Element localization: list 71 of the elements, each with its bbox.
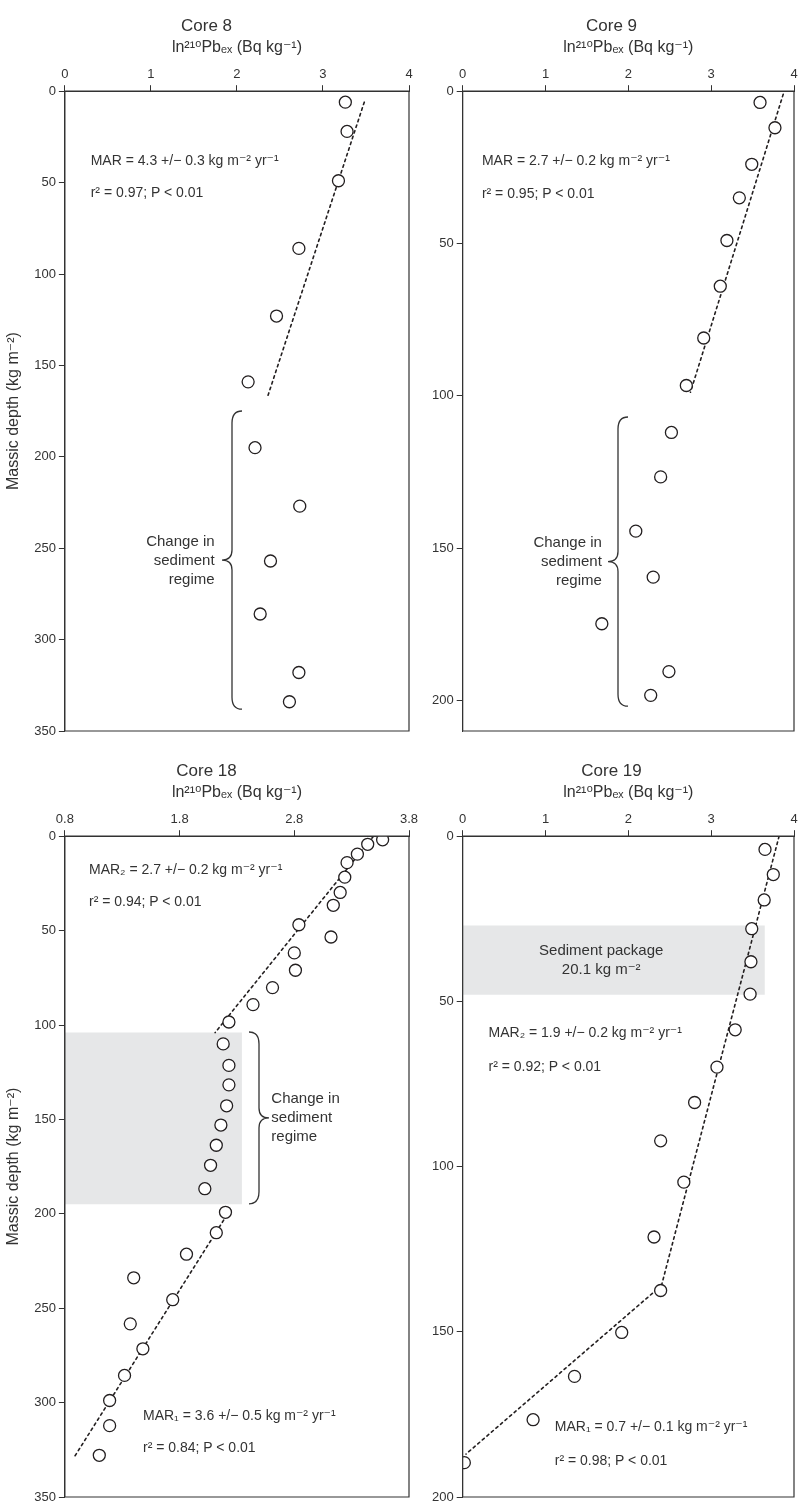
annotation: r² = 0.97; P < 0.01 (90, 184, 204, 201)
y-tick-label: 100 (34, 265, 56, 281)
y-tick-label: 150 (431, 1323, 454, 1339)
x-tick-label: 4 (790, 810, 798, 826)
y-tick-label: 100 (431, 1158, 454, 1174)
y-tick-label: 50 (439, 992, 454, 1008)
annotation: r² = 0.94; P < 0.01 (88, 893, 202, 910)
y-tick-label: 250 (34, 1299, 56, 1315)
x-tick-label: 2 (624, 810, 632, 826)
y-tick-label: 0 (446, 82, 454, 98)
y-tick-label: 350 (34, 1488, 56, 1504)
y-tick-label: 150 (34, 1110, 56, 1126)
x-tick-label: 4 (790, 65, 798, 81)
y-tick-label: 150 (34, 356, 56, 372)
y-tick-label: 300 (34, 1394, 56, 1410)
x-tick-label: 3.8 (399, 810, 419, 826)
y-tick-label: 250 (34, 539, 56, 555)
y-tick-label: 50 (41, 174, 56, 190)
x-tick-label: 0.8 (55, 810, 74, 826)
annotation: Change in sediment regime (533, 533, 603, 589)
annotation: r² = 0.92; P < 0.01 (488, 1057, 602, 1074)
y-axis-title: Massic depth (kg m⁻²) (4, 332, 22, 491)
chart-title: Core 18 (176, 760, 237, 780)
y-tick-label: 200 (431, 1488, 454, 1504)
annotation: MAR₂ = 1.9 +/− 0.2 kg m⁻² yr⁻¹ (488, 1023, 683, 1040)
x-axis-title: ln²¹⁰Pbₑₓ (Bq kg⁻¹) (171, 783, 302, 801)
x-tick-label: 1 (541, 810, 550, 826)
y-tick-label: 200 (34, 1205, 56, 1221)
y-axis-title: Massic depth (kg m⁻²) (4, 1087, 22, 1246)
y-tick-label: 0 (48, 827, 56, 843)
band-label: Sediment package 20.1 kg m⁻² (539, 940, 664, 977)
x-tick-label: 2 (233, 65, 241, 81)
x-tick-label: 0 (459, 810, 467, 826)
x-tick-label: 3 (707, 65, 715, 81)
y-tick-label: 200 (34, 448, 56, 464)
x-tick-label: 0 (61, 65, 69, 81)
y-tick-label: 0 (48, 82, 56, 98)
annotation: r² = 0.95; P < 0.01 (481, 185, 595, 202)
chart-title: Core 8 (180, 15, 233, 35)
y-tick-label: 50 (41, 922, 56, 938)
y-tick-label: 150 (431, 539, 454, 555)
annotation: r² = 0.98; P < 0.01 (554, 1451, 668, 1468)
y-tick-label: 100 (431, 387, 454, 403)
x-axis-title: ln²¹⁰Pbₑₓ (Bq kg⁻¹) (563, 38, 694, 56)
annotation: Change in sediment regime (146, 531, 216, 587)
chart-title: Core 9 (585, 15, 638, 35)
y-tick-label: 350 (34, 722, 56, 738)
x-tick-label: 1 (147, 65, 155, 81)
annotation: MAR₂ = 2.7 +/− 0.2 kg m⁻² yr⁻¹ (88, 861, 283, 878)
x-tick-label: 1.8 (170, 810, 189, 826)
annotation: Change in sediment regime (271, 1088, 340, 1144)
x-axis-title: ln²¹⁰Pbₑₓ (Bq kg⁻¹) (171, 38, 302, 56)
y-tick-label: 300 (34, 631, 56, 647)
x-tick-label: 2 (624, 65, 632, 81)
y-tick-label: 100 (34, 1016, 56, 1032)
x-tick-label: 4 (405, 65, 413, 81)
x-tick-label: 2.8 (285, 810, 304, 826)
annotation: MAR₁ = 0.7 +/− 0.1 kg m⁻² yr⁻¹ (554, 1418, 748, 1435)
y-tick-label: 50 (439, 235, 454, 251)
annotation: r² = 0.84; P < 0.01 (143, 1438, 256, 1455)
annotation: MAR = 4.3 +/− 0.3 kg m⁻² yr⁻¹ (90, 151, 279, 168)
y-tick-label: 200 (431, 692, 454, 708)
chart-title: Core 19 (581, 760, 642, 780)
x-tick-label: 3 (707, 810, 715, 826)
x-tick-label: 0 (459, 65, 467, 81)
x-tick-label: 3 (319, 65, 327, 81)
annotation: MAR₁ = 3.6 +/− 0.5 kg m⁻² yr⁻¹ (143, 1406, 336, 1423)
x-tick-label: 1 (541, 65, 550, 81)
annotation: MAR = 2.7 +/− 0.2 kg m⁻² yr⁻¹ (481, 152, 671, 169)
x-axis-title: ln²¹⁰Pbₑₓ (Bq kg⁻¹) (563, 783, 694, 801)
y-tick-label: 0 (446, 827, 454, 843)
